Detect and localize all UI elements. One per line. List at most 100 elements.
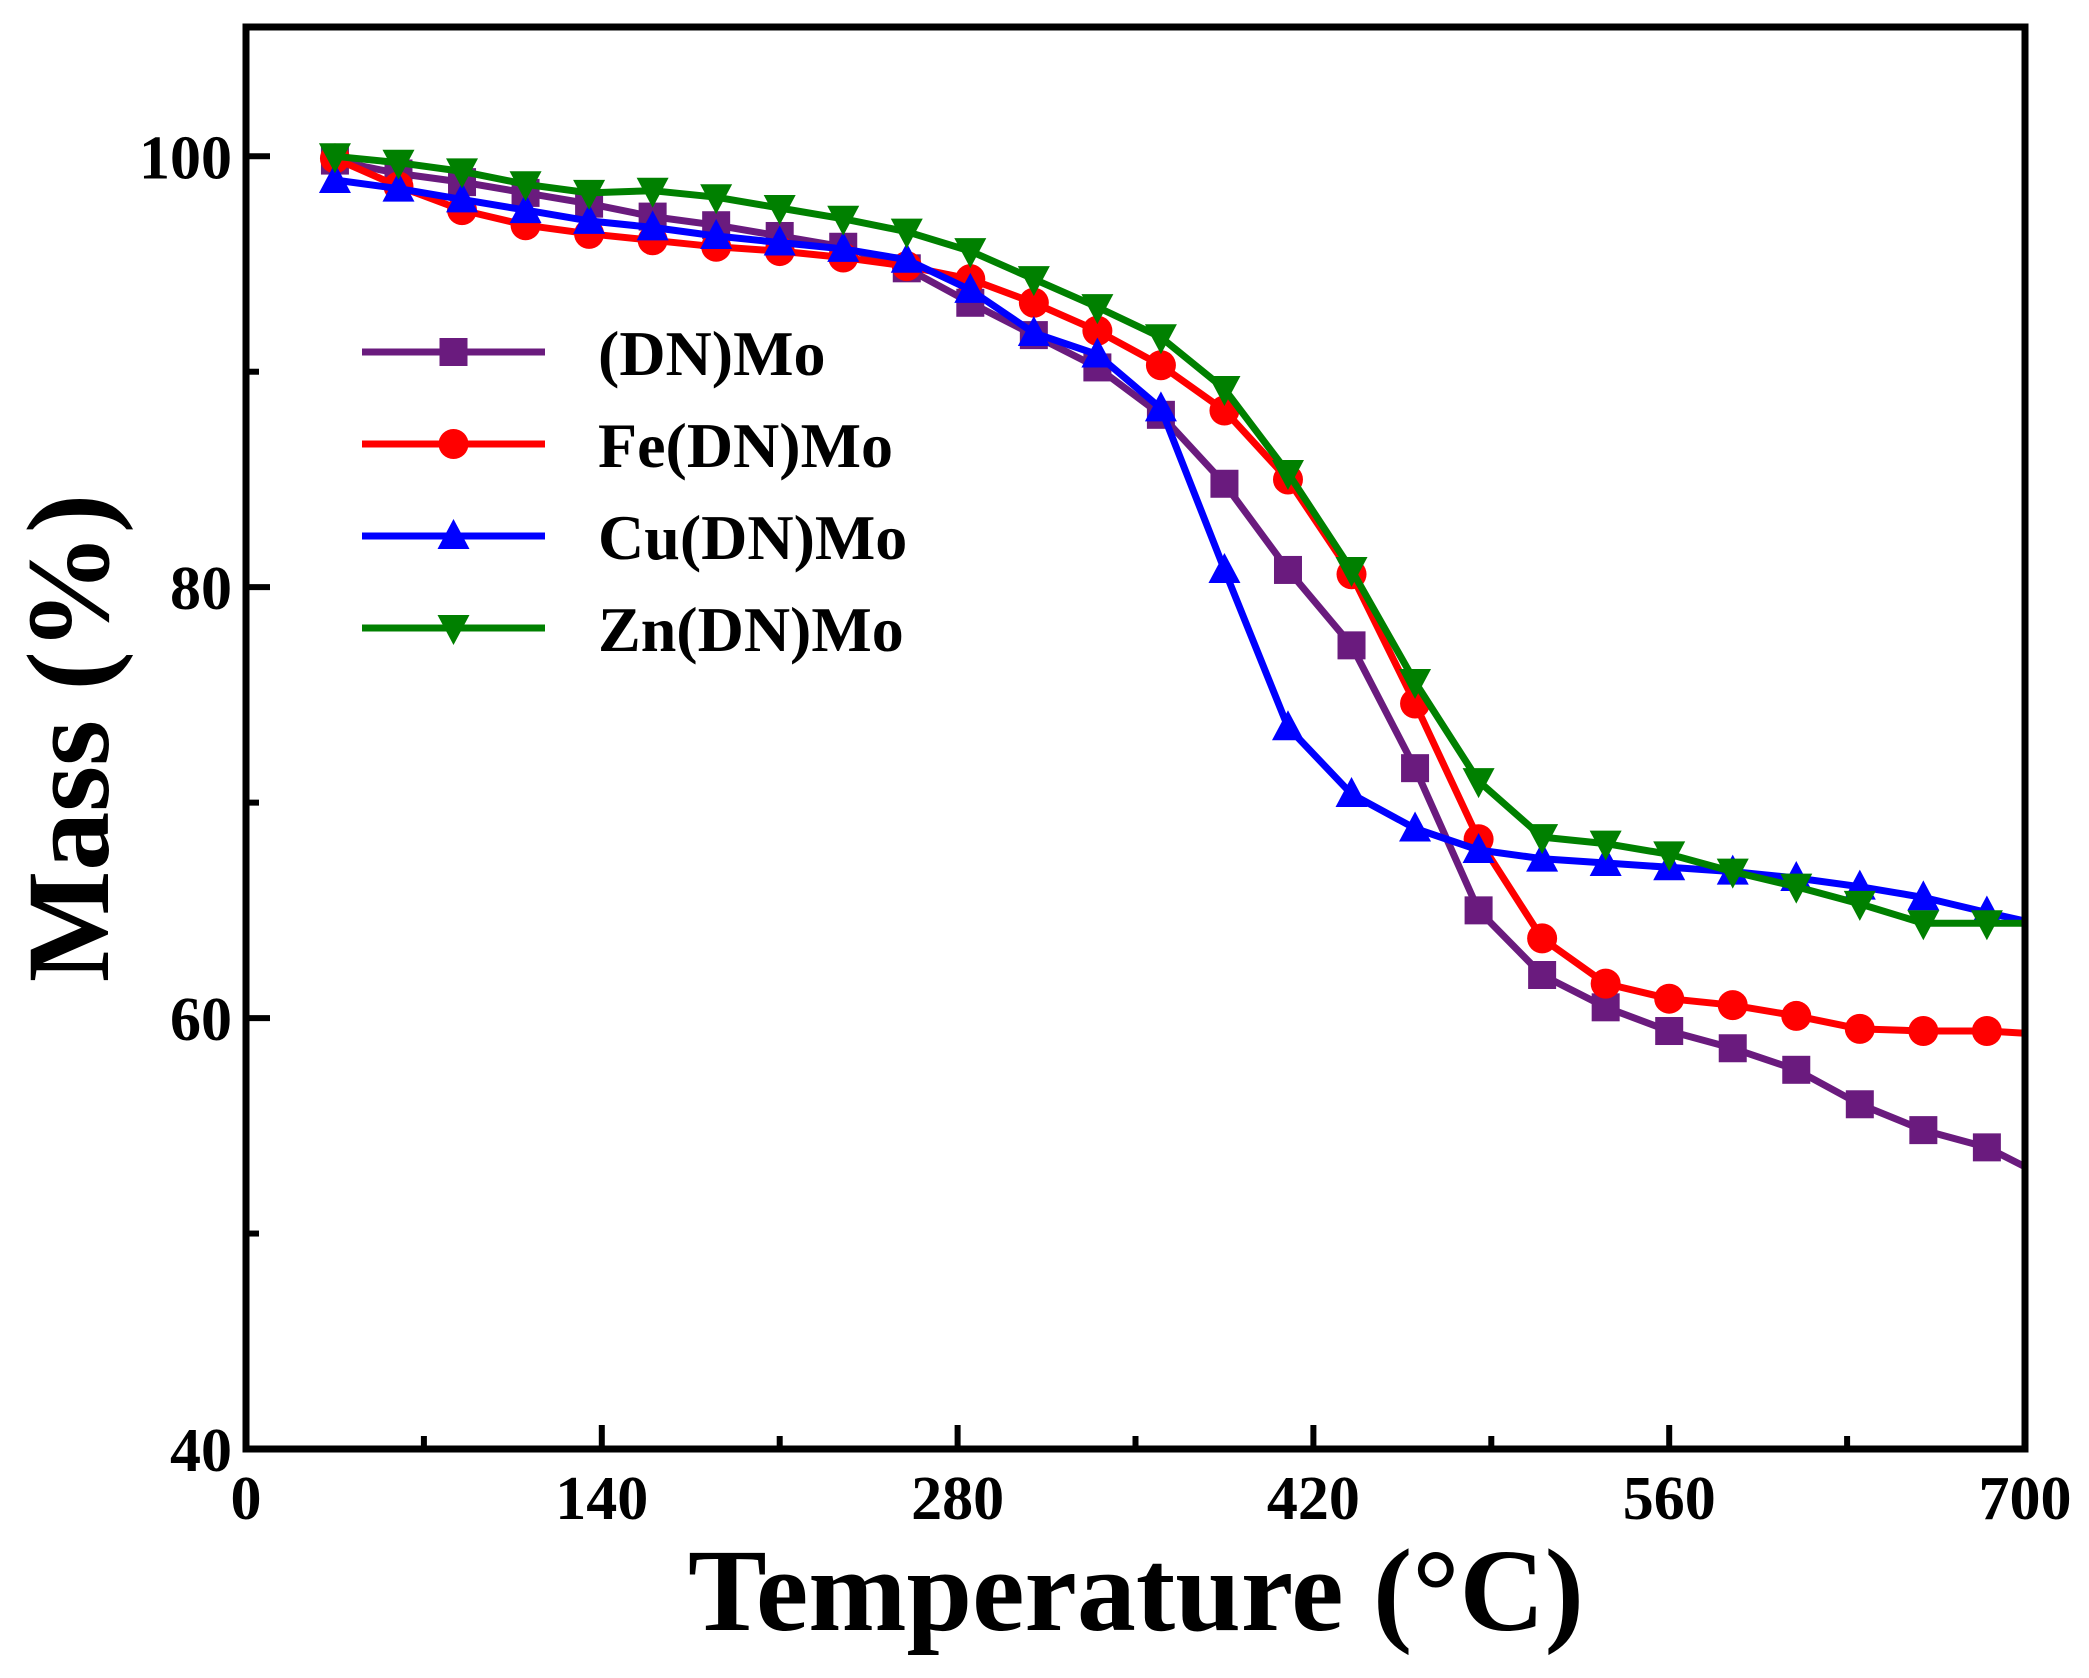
x-tick-label: 280 xyxy=(911,1465,1004,1533)
data-point xyxy=(763,225,796,256)
data-point xyxy=(1844,1013,1875,1044)
data-point xyxy=(1271,459,1304,490)
data-point xyxy=(1462,833,1495,864)
data-point xyxy=(382,149,415,180)
legend-item: Cu(DN)Mo xyxy=(362,502,907,573)
data-point xyxy=(1144,324,1177,355)
data-point xyxy=(446,182,479,213)
legend-item: Zn(DN)Mo xyxy=(362,594,904,665)
data-point xyxy=(1528,961,1557,989)
x-tick-label: 700 xyxy=(1979,1465,2072,1533)
data-point xyxy=(1972,1133,2001,1162)
data-point xyxy=(1208,375,1241,406)
data-point xyxy=(1081,294,1114,325)
data-point xyxy=(1399,811,1432,842)
data-point xyxy=(1526,841,1559,872)
data-point xyxy=(446,158,479,189)
data-point xyxy=(890,242,923,273)
data-point xyxy=(1590,968,1621,999)
data-point xyxy=(954,238,987,269)
x-tick-label: 140 xyxy=(555,1465,648,1533)
y-axis-title: Mass (%) xyxy=(3,494,134,982)
data-point xyxy=(1716,858,1749,889)
data-point xyxy=(1655,1017,1684,1046)
y-tick-label: 100 xyxy=(139,124,232,192)
data-point xyxy=(1462,768,1495,799)
data-point xyxy=(1144,391,1177,422)
data-point xyxy=(573,179,606,210)
data-point xyxy=(1780,873,1813,904)
data-point xyxy=(827,205,860,236)
data-point xyxy=(636,210,669,241)
data-point xyxy=(1081,337,1114,368)
series-line xyxy=(331,152,2029,927)
data-point xyxy=(700,184,733,215)
y-tick-label: 40 xyxy=(170,1417,232,1485)
data-point xyxy=(1907,880,1940,911)
data-point xyxy=(1653,841,1686,872)
data-point xyxy=(382,171,415,202)
data-point xyxy=(1337,631,1366,660)
data-point xyxy=(1717,990,1748,1021)
data-point xyxy=(1145,350,1176,381)
legend-label: Cu(DN)Mo xyxy=(598,502,907,573)
data-point xyxy=(1845,1090,1874,1119)
legend-label: (DN)Mo xyxy=(598,318,825,389)
data-point xyxy=(1208,552,1241,583)
data-point xyxy=(1654,983,1685,1014)
x-tick-label: 0 xyxy=(231,1465,262,1533)
legend-item: Fe(DN)Mo xyxy=(362,410,893,481)
series-line xyxy=(331,157,2029,1171)
series-Cu(DN)Mo xyxy=(318,162,2029,926)
data-point xyxy=(1017,266,1050,297)
legend-marker xyxy=(437,615,470,645)
data-point xyxy=(1018,287,1049,318)
data-point xyxy=(509,171,542,202)
data-point xyxy=(1082,315,1113,346)
tick-layer: 0 140 280 420 560 700 40 60 80 100 xyxy=(139,124,2072,1533)
data-point xyxy=(318,143,351,174)
data-point xyxy=(1589,845,1622,876)
series-line xyxy=(331,154,2029,1037)
data-point xyxy=(1718,1034,1747,1063)
data-point xyxy=(1273,555,1302,584)
data-point xyxy=(1335,556,1368,587)
data-point xyxy=(573,203,606,234)
series-line xyxy=(331,176,2029,925)
series-layer xyxy=(318,143,2029,1171)
x-tick-label: 420 xyxy=(1267,1465,1360,1533)
data-point xyxy=(1401,754,1430,783)
legend-item: (DN)Mo xyxy=(362,318,825,389)
data-point xyxy=(318,162,351,193)
data-point xyxy=(1908,1016,1939,1047)
data-point xyxy=(1210,469,1239,498)
x-axis-title: Temperature (°C) xyxy=(688,1525,1584,1656)
data-point xyxy=(636,177,669,208)
legend: (DN)Mo Fe(DN)Mo Cu(DN)Mo Zn(DN)Mo xyxy=(362,318,907,665)
data-point xyxy=(1017,315,1050,346)
data-point xyxy=(1970,910,2003,941)
series-Zn(DN)Mo xyxy=(318,143,2029,941)
legend-marker xyxy=(439,338,468,366)
data-point xyxy=(1781,1000,1812,1031)
data-point xyxy=(1782,1055,1811,1084)
y-tick-label: 60 xyxy=(170,986,232,1054)
data-point xyxy=(1399,668,1432,699)
data-point xyxy=(890,218,923,249)
data-point xyxy=(1843,890,1876,921)
data-point xyxy=(1464,896,1493,925)
data-point xyxy=(954,272,987,303)
data-point xyxy=(1971,1016,2002,1047)
data-point xyxy=(1909,1116,1938,1145)
legend-label: Fe(DN)Mo xyxy=(598,410,893,481)
data-point xyxy=(1527,923,1558,954)
data-point xyxy=(763,194,796,225)
x-tick-label: 560 xyxy=(1623,1465,1716,1533)
data-point xyxy=(1271,710,1304,741)
y-tick-label: 80 xyxy=(170,555,232,623)
data-point xyxy=(1335,777,1368,808)
data-point xyxy=(509,193,542,224)
data-point xyxy=(827,231,860,262)
